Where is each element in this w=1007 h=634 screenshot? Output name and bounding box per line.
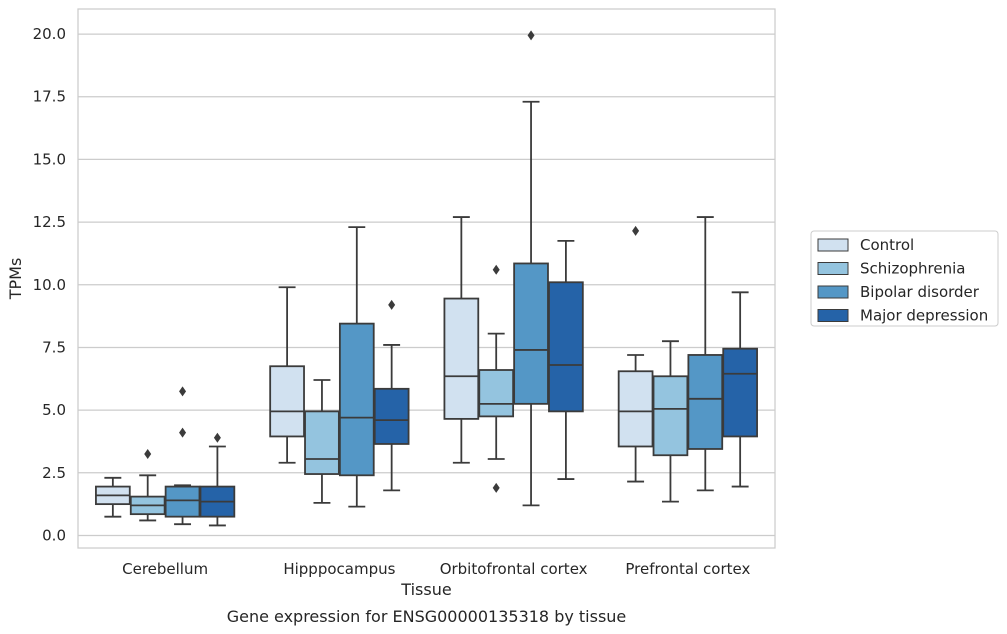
box-major-depression (548, 239, 584, 480)
iqr-box (687, 354, 724, 450)
y-tick-label: 5.0 (42, 401, 66, 419)
box-major-depression (722, 291, 758, 488)
box-schizophrenia (304, 379, 340, 504)
y-tick-label: 12.5 (33, 213, 66, 231)
box-bipolar-disorder (338, 226, 375, 508)
plot-frame (77, 8, 776, 549)
iqr-box (617, 370, 654, 448)
box-bipolar-disorder (687, 216, 724, 492)
box-major-depression (373, 299, 410, 492)
box-groups (95, 30, 758, 527)
y-tick-label: 20.0 (33, 25, 66, 43)
legend-swatch (817, 285, 849, 299)
outlier-point (388, 299, 396, 310)
x-tick-label: Orbitofrontal cortex (440, 560, 588, 578)
legend-label: Major depression (860, 307, 988, 325)
box-bipolar-disorder (513, 30, 549, 507)
grid-lines (78, 33, 775, 537)
box-schizophrenia (129, 448, 166, 522)
iqr-box (443, 297, 480, 420)
outlier-point (492, 482, 500, 493)
x-tick-label: Cerebellum (122, 560, 208, 578)
iqr-box (478, 369, 515, 418)
legend-label: Control (860, 236, 914, 254)
box-major-depression (199, 432, 236, 527)
x-axis-ticks: Cerebellum Hipppocampus Orbitofrontal cort… (122, 560, 750, 578)
legend-swatch (817, 262, 849, 275)
y-tick-label: 15.0 (33, 150, 66, 168)
legend: Control Schizophrenia Bipolar disorder Majo… (810, 230, 999, 327)
outlier-point (527, 30, 535, 41)
y-tick-label: 2.5 (42, 464, 66, 482)
y-axis-ticks: 0.0 2.5 5.0 7.5 10.0 12.5 15.0 17.5 20.0 (33, 25, 66, 544)
box-bipolar-disorder (164, 386, 201, 526)
iqr-box (304, 410, 340, 475)
box-schizophrenia (652, 340, 689, 503)
y-tick-label: 17.5 (33, 88, 66, 106)
iqr-box (373, 387, 410, 445)
legend-label: Bipolar disorder (860, 283, 980, 301)
box-control (617, 225, 654, 483)
x-tick-label: Hipppocampus (283, 560, 395, 578)
outlier-point (492, 264, 500, 275)
iqr-box (338, 322, 375, 477)
iqr-box (548, 281, 584, 413)
legend-label: Schizophrenia (860, 260, 965, 278)
iqr-box (722, 347, 758, 438)
box-schizophrenia (478, 264, 515, 493)
y-tick-label: 7.5 (42, 338, 66, 356)
outlier-point (213, 432, 221, 443)
legend-swatch (817, 309, 849, 322)
y-axis-label: TPMs (6, 258, 25, 301)
outlier-point (144, 448, 152, 459)
box-control (95, 476, 131, 518)
outlier-point (632, 225, 640, 236)
iqr-box (269, 365, 305, 438)
iqr-box (652, 375, 689, 457)
chart-caption: Gene expression for ENSG00000135318 by t… (227, 607, 627, 626)
outlier-point (179, 427, 187, 438)
x-tick-label: Prefrontal cortex (625, 560, 750, 578)
y-tick-label: 0.0 (42, 526, 66, 544)
box-control (269, 286, 305, 464)
iqr-box (513, 262, 549, 405)
iqr-box (164, 485, 201, 518)
x-axis-label: Tissue (400, 580, 451, 599)
y-tick-label: 10.0 (33, 276, 66, 294)
outlier-point (179, 386, 187, 397)
legend-frame (810, 230, 999, 327)
box-control (443, 216, 480, 464)
legend-swatch (817, 238, 849, 252)
